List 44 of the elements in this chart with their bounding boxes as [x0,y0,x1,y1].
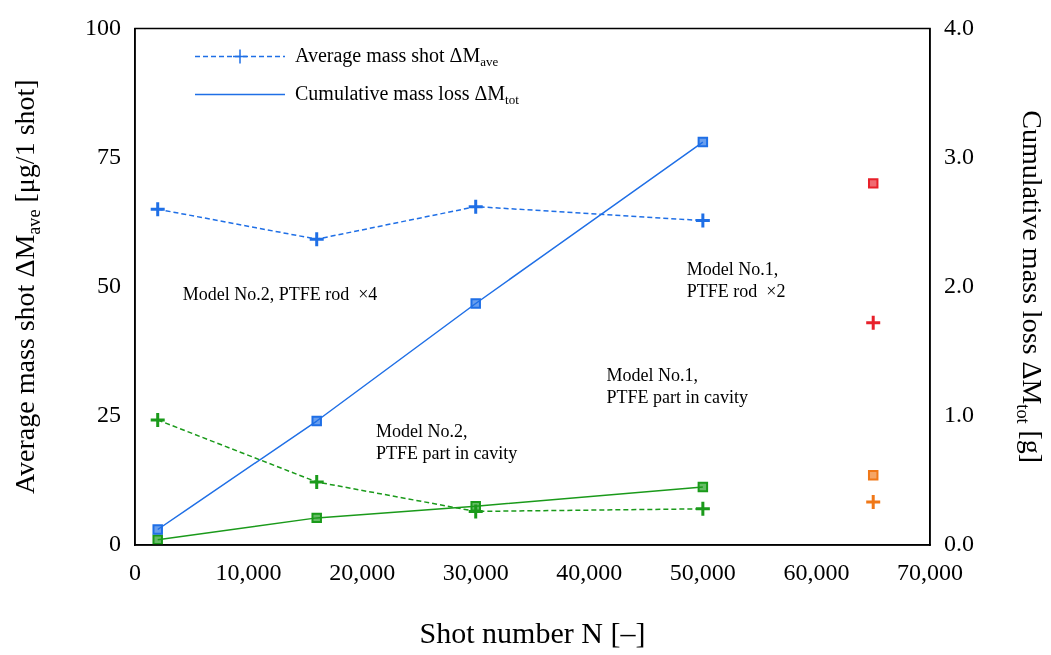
point [864,493,882,511]
y2-tick-label: 2.0 [944,272,974,298]
annotation: Model No.2, PTFE part in cavity [375,420,518,463]
point [467,198,485,216]
x-axis-title: Shot number N [–] [419,615,646,649]
point [152,524,163,535]
x-tick-label: 10,000 [215,558,282,585]
annotation: Model No.1, PTFE rod ×2 [686,258,786,301]
point [697,136,709,148]
point [470,298,481,309]
x-tick-label: 30,000 [442,558,509,585]
y-tick-label: 25 [97,401,121,428]
y-tick-label: 100 [85,13,121,40]
point [864,314,882,332]
point [694,212,712,230]
point [311,415,322,427]
y2-tick-label: 1.0 [944,401,974,428]
annotation: Model No.2, PTFE rod ×4 [182,283,378,304]
point [867,470,879,481]
point [694,500,712,518]
y2-tick-label: 0.0 [944,530,974,557]
point [308,230,326,248]
annotation: Model No.1, PTFE part in cavity [606,364,748,407]
y2-tick-label: 3.0 [944,142,974,169]
point [311,512,322,524]
x-tick-label: 70,000 [897,558,963,585]
point [308,473,326,491]
y-tick-label: 0 [109,530,121,557]
point [149,411,167,429]
point [467,502,485,520]
y-tick-label: 75 [97,142,121,169]
x-tick-label: 60,000 [783,558,850,585]
y-tick-label: 50 [97,272,121,298]
point [697,481,709,493]
y2-axis-title: Cumulative mass loss ΔMtot [g] [1012,110,1048,464]
x-tick-label: 0 [129,558,141,585]
x-tick-label: 20,000 [329,558,396,585]
point [867,178,879,189]
y-axis-title: Average mass shot ΔMave [μg/1 shot] [9,79,45,495]
point [149,200,167,218]
x-tick-label: 40,000 [556,558,623,585]
point [152,534,163,545]
x-tick-label: 50,000 [669,558,736,585]
y2-tick-label: 4.0 [944,13,974,40]
